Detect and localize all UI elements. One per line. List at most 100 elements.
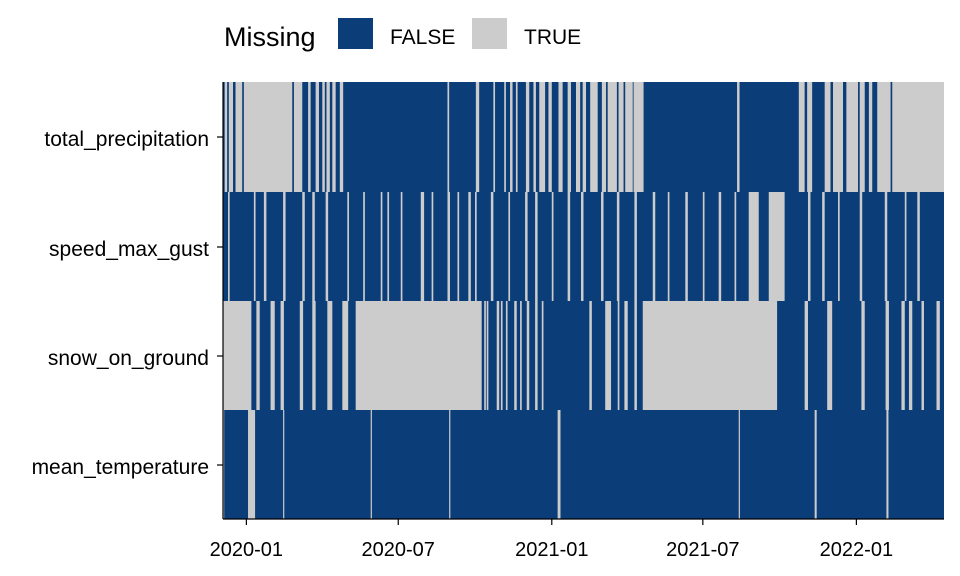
missing-span [634, 192, 637, 301]
missing-span [917, 192, 920, 301]
missing-span [827, 301, 833, 410]
missing-span [838, 192, 840, 301]
missing-span [581, 192, 584, 301]
missing-span [235, 82, 243, 192]
missing-span [667, 192, 670, 301]
missing-span [312, 192, 315, 301]
missing-span [400, 192, 403, 301]
missing-span [493, 82, 496, 192]
missing-span [525, 82, 530, 192]
missing-span [280, 301, 284, 410]
missing-span [541, 301, 544, 410]
missing-span [327, 301, 333, 410]
missing-span [535, 192, 538, 301]
missing-span [833, 82, 844, 192]
missing-span [737, 82, 740, 192]
missing-span [582, 82, 587, 192]
legend: Missing FALSE TRUE [224, 18, 581, 52]
missing-span [885, 301, 889, 410]
missing-span [624, 301, 628, 410]
legend-label-false: FALSE [390, 26, 455, 49]
missing-span [253, 410, 256, 519]
y-label-mean-temperature: mean_temperature [32, 456, 209, 479]
missing-span [589, 301, 592, 410]
missing-span [901, 301, 905, 410]
missing-span [601, 192, 604, 301]
missing-span [243, 82, 293, 192]
missing-span [652, 192, 656, 301]
missing-span [302, 192, 305, 301]
missing-span [293, 82, 303, 192]
missing-span [308, 82, 311, 192]
legend-label-true: TRUE [524, 26, 581, 49]
missing-span [253, 192, 256, 301]
missing-span [539, 82, 546, 192]
x-tick-label: 2020-07 [362, 539, 435, 561]
missing-span [299, 301, 304, 410]
missing-span [251, 410, 253, 519]
missing-span [387, 192, 390, 301]
missing-span [601, 82, 607, 192]
row-background-mean-temperature [223, 410, 944, 519]
missing-span [558, 82, 563, 192]
missing-span [490, 192, 494, 301]
missing-span [822, 192, 825, 301]
missing-span [617, 301, 620, 410]
row-total-precipitation [223, 82, 944, 192]
missing-span [877, 82, 891, 192]
missing-span [526, 301, 530, 410]
missing-span [748, 192, 759, 301]
missing-span [496, 301, 500, 410]
missing-span [486, 301, 489, 410]
missing-span [738, 410, 740, 519]
missing-span [252, 410, 254, 519]
missing-span [861, 301, 865, 410]
missing-span [270, 301, 275, 410]
missing-span [824, 82, 831, 192]
missing-span [283, 192, 286, 301]
heatmap-rows [223, 82, 944, 519]
missing-span [322, 82, 325, 192]
missing-span [559, 410, 561, 519]
missing-span [535, 301, 538, 410]
missing-span [718, 192, 722, 301]
missing-span [228, 82, 234, 192]
y-label-snow-on-ground: snow_on_ground [48, 347, 209, 370]
missing-span [228, 192, 230, 301]
y-label-total-precipitation: total_precipitation [44, 128, 209, 151]
missing-span [807, 82, 813, 192]
missing-span [633, 82, 644, 192]
x-tick-label: 2020-01 [210, 539, 283, 561]
missing-span [325, 192, 329, 301]
missing-span [510, 82, 513, 192]
row-speed-max-gust [223, 192, 944, 301]
missing-span [475, 82, 480, 192]
x-tick-label: 2021-01 [515, 539, 588, 561]
missing-span [256, 301, 260, 410]
y-label-speed-max-gust: speed_max_gust [49, 238, 209, 261]
missing-span [625, 82, 633, 192]
missing-span [332, 82, 336, 192]
missing-span [514, 301, 517, 410]
missing-span [892, 82, 944, 192]
missing-span [908, 301, 913, 410]
missing-span [355, 301, 482, 410]
missing-span [859, 82, 865, 192]
missing-span [921, 301, 924, 410]
missing-span [685, 192, 688, 301]
missing-span [868, 82, 873, 192]
x-tick-label: 2021-07 [666, 539, 739, 561]
missing-span [551, 192, 554, 301]
missing-span [249, 410, 251, 519]
missing-span [283, 410, 285, 519]
missing-span [342, 301, 349, 410]
missing-span [548, 82, 552, 192]
missing-span [814, 410, 816, 519]
missing-span [815, 410, 817, 519]
missing-span [505, 301, 508, 410]
missing-span [567, 192, 571, 301]
missing-span [326, 82, 330, 192]
missing-span [224, 82, 228, 192]
missing-span [504, 82, 506, 192]
missing-span [347, 192, 350, 301]
